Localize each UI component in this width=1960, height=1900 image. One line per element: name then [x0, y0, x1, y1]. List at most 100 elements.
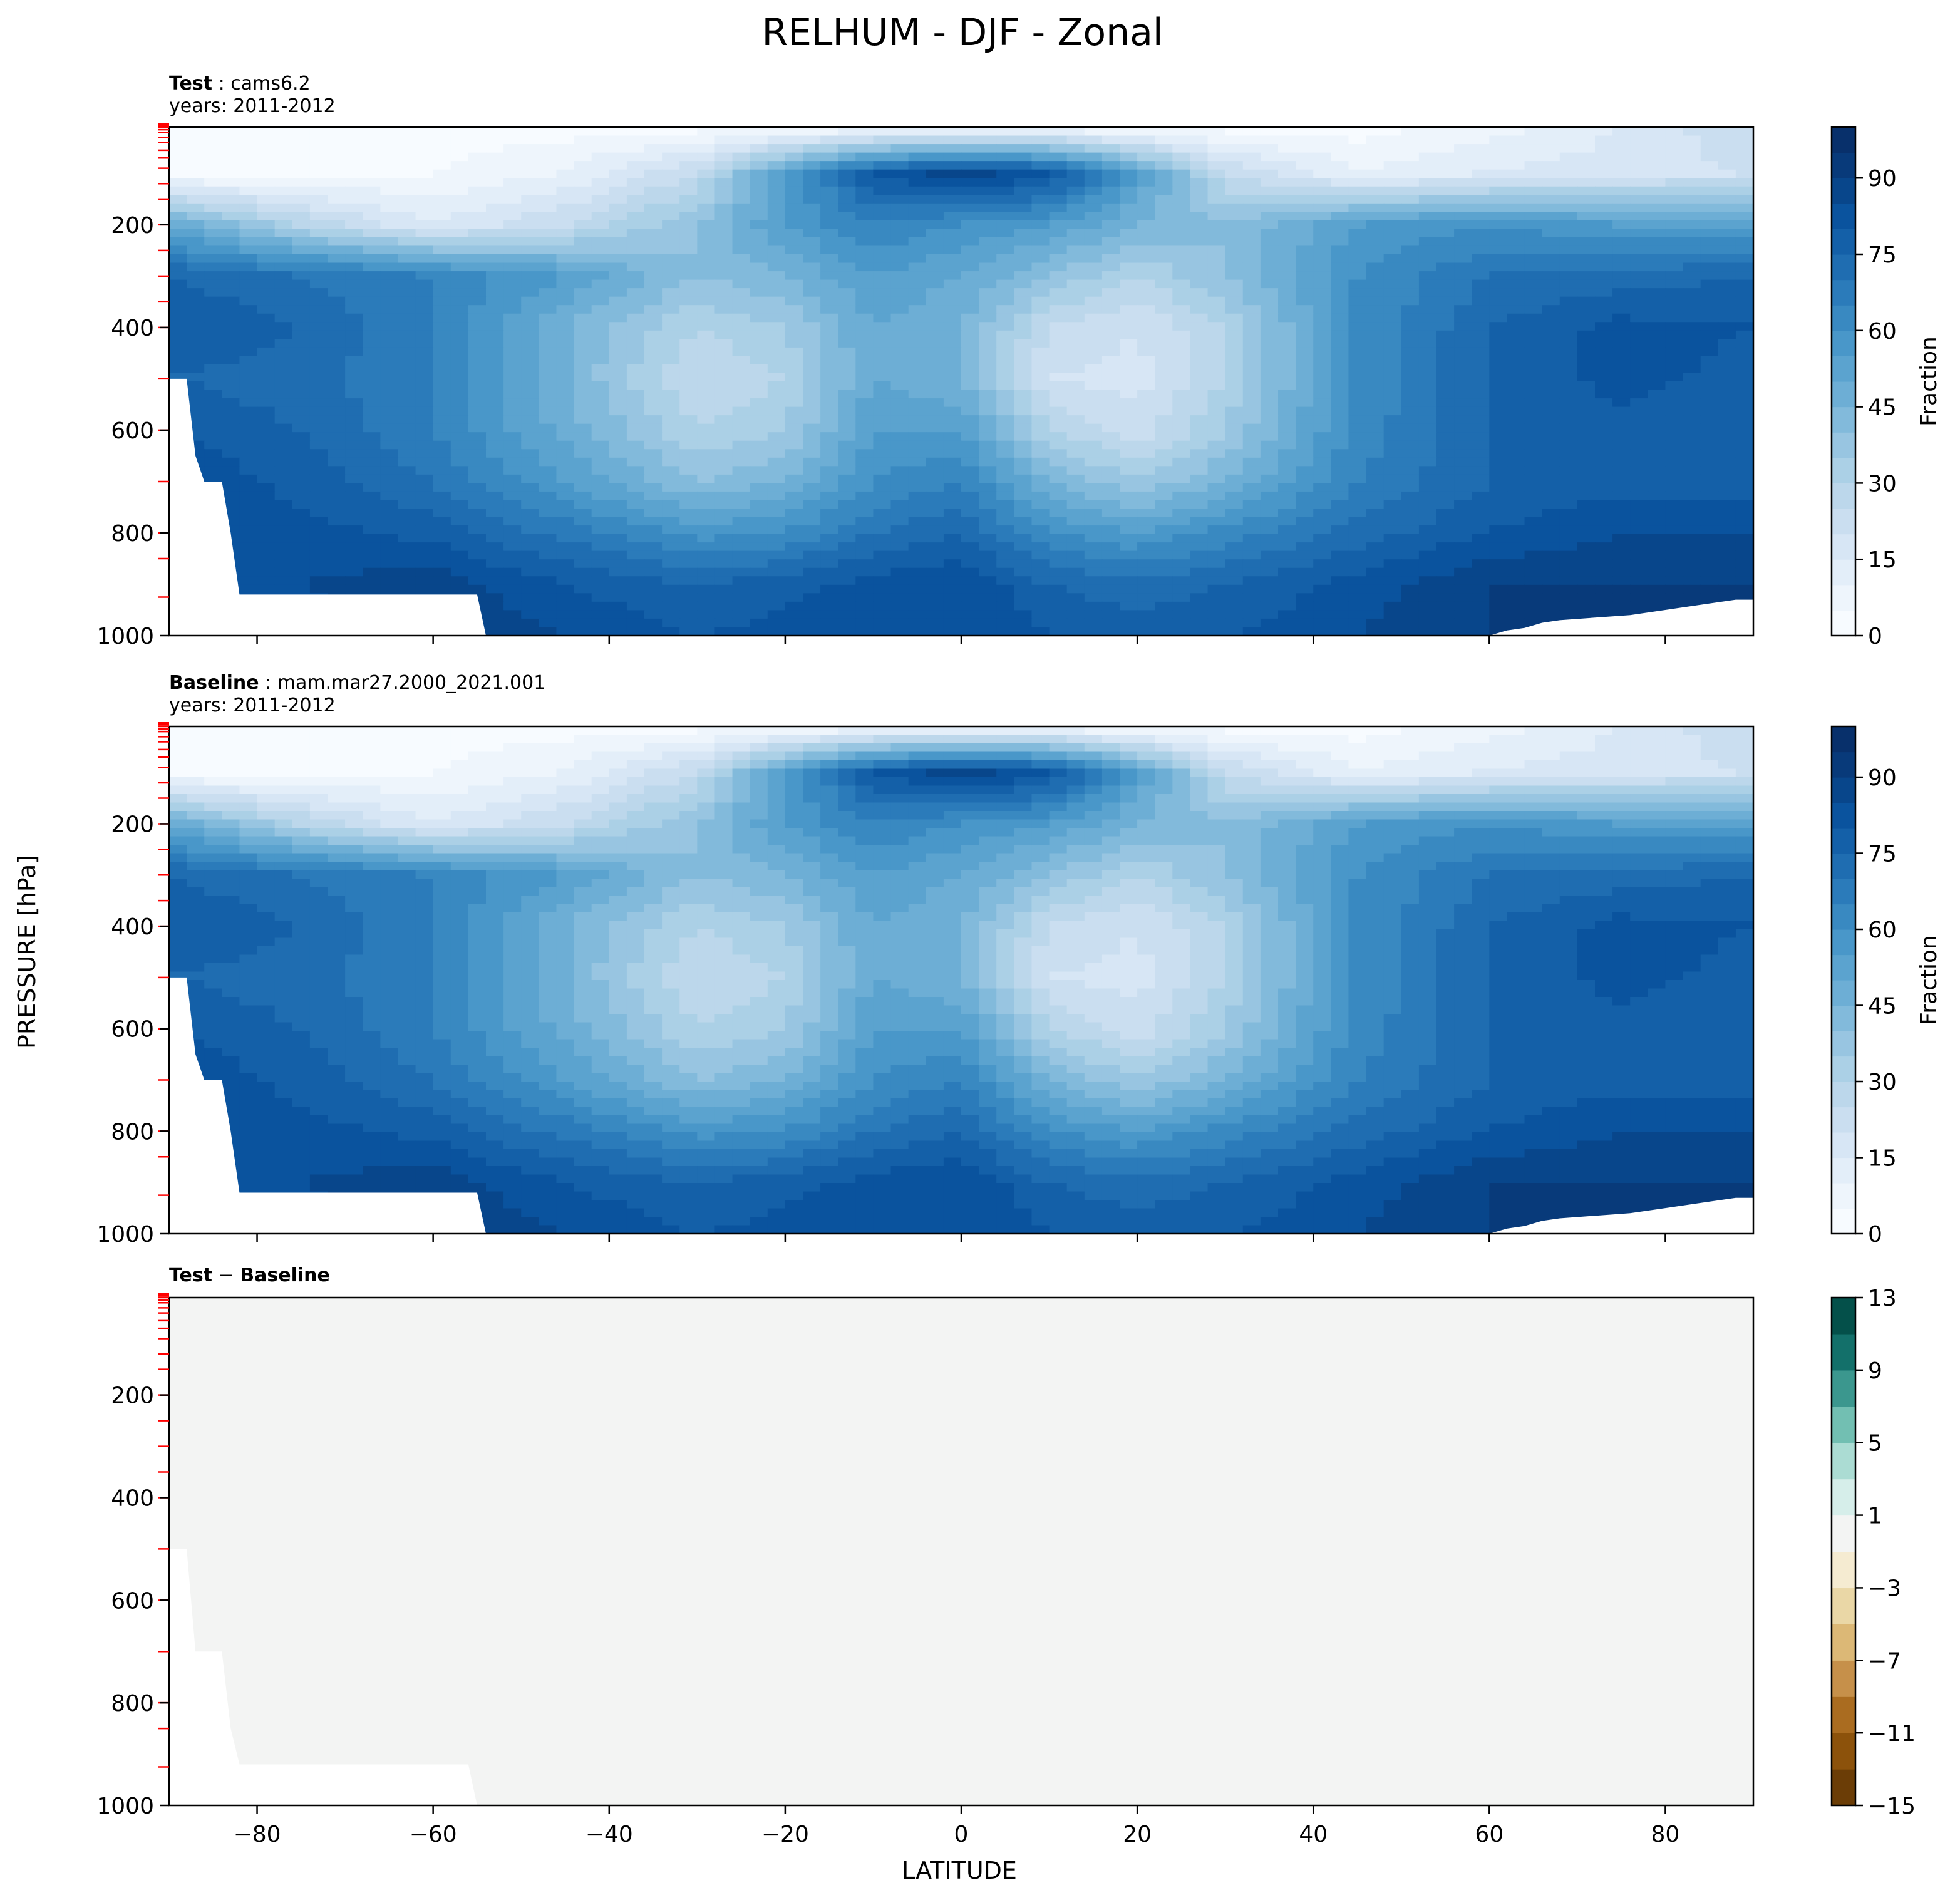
contour-cell — [1260, 381, 1279, 391]
contour-cell — [1084, 542, 1103, 552]
contour-cell — [908, 449, 927, 458]
contour-cell — [591, 398, 610, 408]
contour-cell — [1454, 406, 1473, 416]
contour-cell — [1489, 517, 1508, 526]
contour-cell — [1665, 373, 1684, 382]
contour-cell — [1559, 152, 1578, 162]
contour-cell — [803, 245, 821, 255]
contour-cell — [1542, 186, 1560, 196]
contour-cell — [398, 534, 416, 543]
contour-cell — [1489, 127, 1508, 137]
contour-cell — [1577, 550, 1596, 560]
contour-cell — [503, 186, 522, 196]
contour-cell — [1331, 483, 1349, 492]
contour-cell — [926, 406, 944, 416]
contour-cell — [398, 212, 416, 221]
contour-cell — [890, 542, 909, 552]
contour-cell — [1137, 550, 1156, 560]
contour-cell — [345, 203, 364, 213]
contour-cell — [732, 517, 751, 526]
contour-cell — [1383, 178, 1402, 187]
contour-cell — [785, 559, 803, 569]
contour-cell — [274, 271, 293, 281]
contour-cell — [1014, 347, 1033, 357]
contour-cell — [961, 525, 979, 535]
contour-cell — [943, 500, 962, 509]
contour-cell — [1331, 203, 1349, 213]
contour-cell — [1577, 423, 1596, 433]
contour-cell — [1700, 542, 1719, 552]
contour-cell — [574, 144, 592, 153]
contour-cell — [1155, 262, 1173, 272]
contour-cell — [380, 254, 399, 264]
contour-cell — [1700, 584, 1719, 594]
contour-cell — [1242, 500, 1261, 509]
contour-cell — [943, 559, 962, 569]
contour-cell — [785, 347, 803, 357]
contour-cell — [609, 330, 627, 340]
contour-cell — [1137, 500, 1156, 509]
contour-cell — [1207, 381, 1226, 391]
contour-cell — [714, 313, 733, 323]
contour-cell — [433, 584, 451, 594]
contour-cell — [679, 534, 698, 543]
contour-cell — [1418, 406, 1437, 416]
contour-cell — [239, 509, 258, 518]
contour-cell — [1331, 271, 1349, 281]
contour-cell — [1683, 432, 1701, 441]
contour-cell — [961, 313, 979, 323]
contour-cell — [1735, 169, 1753, 178]
contour-cell — [398, 525, 416, 535]
contour-cell — [873, 237, 892, 247]
contour-cell — [433, 559, 451, 569]
contour-cell — [644, 517, 663, 526]
contour-cell — [644, 330, 663, 340]
contour-cell — [838, 364, 857, 374]
contour-cell — [926, 203, 944, 213]
contour-cell — [697, 423, 716, 433]
contour-cell — [468, 381, 487, 391]
contour-cell — [1524, 161, 1543, 170]
contour-cell — [1172, 271, 1191, 281]
contour-cell — [1630, 440, 1649, 450]
contour-cell — [292, 296, 311, 306]
contour-cell — [908, 229, 927, 238]
contour-cell — [1260, 509, 1279, 518]
contour-cell — [626, 186, 645, 196]
contour-cell — [363, 584, 381, 594]
contour-cell — [1735, 576, 1753, 586]
contour-cell — [1401, 212, 1420, 221]
contour-cell — [1172, 567, 1191, 577]
contour-cell — [873, 144, 892, 153]
contour-cell — [274, 262, 293, 272]
contour-cell — [363, 406, 381, 416]
contour-cell — [644, 449, 663, 458]
contour-cell — [1014, 161, 1033, 170]
contour-cell — [274, 432, 293, 441]
contour-cell — [1366, 296, 1385, 306]
contour-cell — [1278, 534, 1296, 543]
contour-cell — [1120, 161, 1138, 170]
contour-cell — [274, 296, 293, 306]
contour-cell — [1401, 440, 1420, 450]
contour-cell — [803, 305, 821, 314]
contour-cell — [1577, 245, 1596, 255]
contour-cell — [1313, 271, 1332, 281]
contour-cell — [1031, 364, 1050, 374]
contour-cell — [1155, 279, 1173, 289]
contour-cell — [890, 220, 909, 230]
contour-cell — [1014, 584, 1033, 594]
contour-cell — [873, 322, 892, 331]
contour-cell — [1665, 483, 1684, 492]
contour-cell — [785, 229, 803, 238]
contour-cell — [1155, 534, 1173, 543]
contour-cell — [1383, 161, 1402, 170]
contour-cell — [1296, 356, 1314, 365]
contour-cell — [328, 288, 346, 297]
contour-cell — [1630, 542, 1649, 552]
contour-cell — [644, 381, 663, 391]
contour-cell — [257, 491, 276, 501]
contour-cell — [609, 364, 627, 374]
contour-cell — [539, 474, 557, 484]
contour-cell — [1331, 406, 1349, 416]
